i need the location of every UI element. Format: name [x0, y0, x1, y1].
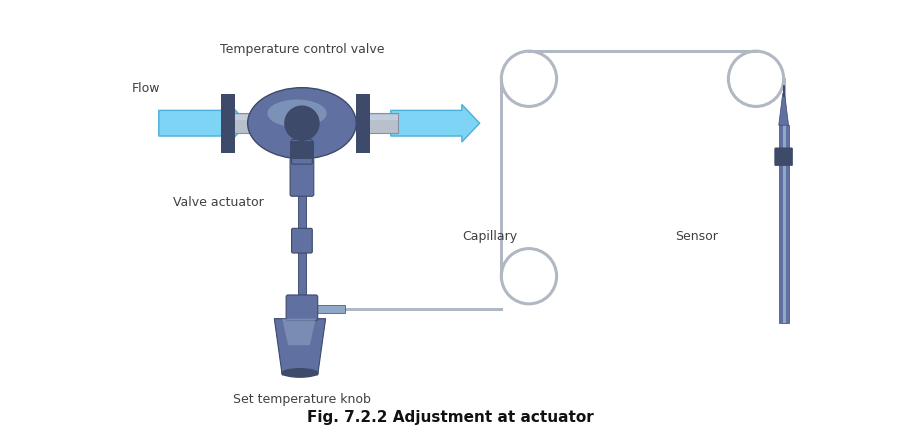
Bar	[316, 305, 346, 313]
Bar	[290, 141, 314, 159]
FancyBboxPatch shape	[292, 140, 312, 164]
FancyArrow shape	[158, 105, 248, 142]
FancyBboxPatch shape	[286, 295, 318, 321]
Bar	[356, 113, 398, 133]
Bar	[783, 125, 786, 323]
Text: Fig. 7.2.2 Adjustment at actuator: Fig. 7.2.2 Adjustment at actuator	[307, 410, 593, 425]
Bar	[221, 94, 235, 153]
Circle shape	[284, 105, 319, 141]
Bar	[298, 248, 306, 303]
Bar	[298, 161, 306, 241]
Ellipse shape	[267, 99, 327, 127]
FancyBboxPatch shape	[775, 148, 793, 165]
FancyBboxPatch shape	[292, 229, 312, 253]
Ellipse shape	[281, 368, 319, 378]
Bar	[298, 143, 306, 301]
Text: Set temperature knob: Set temperature knob	[233, 393, 371, 406]
Bar	[356, 115, 398, 120]
FancyBboxPatch shape	[290, 158, 314, 196]
Polygon shape	[283, 319, 316, 345]
FancyArrow shape	[391, 105, 480, 142]
Bar	[356, 94, 370, 153]
Text: Capillary: Capillary	[462, 230, 517, 243]
Polygon shape	[274, 319, 326, 375]
Bar	[778, 125, 788, 323]
Ellipse shape	[248, 88, 356, 159]
Text: Valve actuator: Valve actuator	[173, 196, 264, 209]
Bar	[223, 115, 265, 120]
Polygon shape	[778, 94, 788, 125]
Text: Temperature control valve: Temperature control valve	[220, 43, 384, 56]
Text: Sensor: Sensor	[675, 230, 718, 243]
Text: Flow: Flow	[131, 82, 160, 95]
Bar	[223, 113, 265, 133]
